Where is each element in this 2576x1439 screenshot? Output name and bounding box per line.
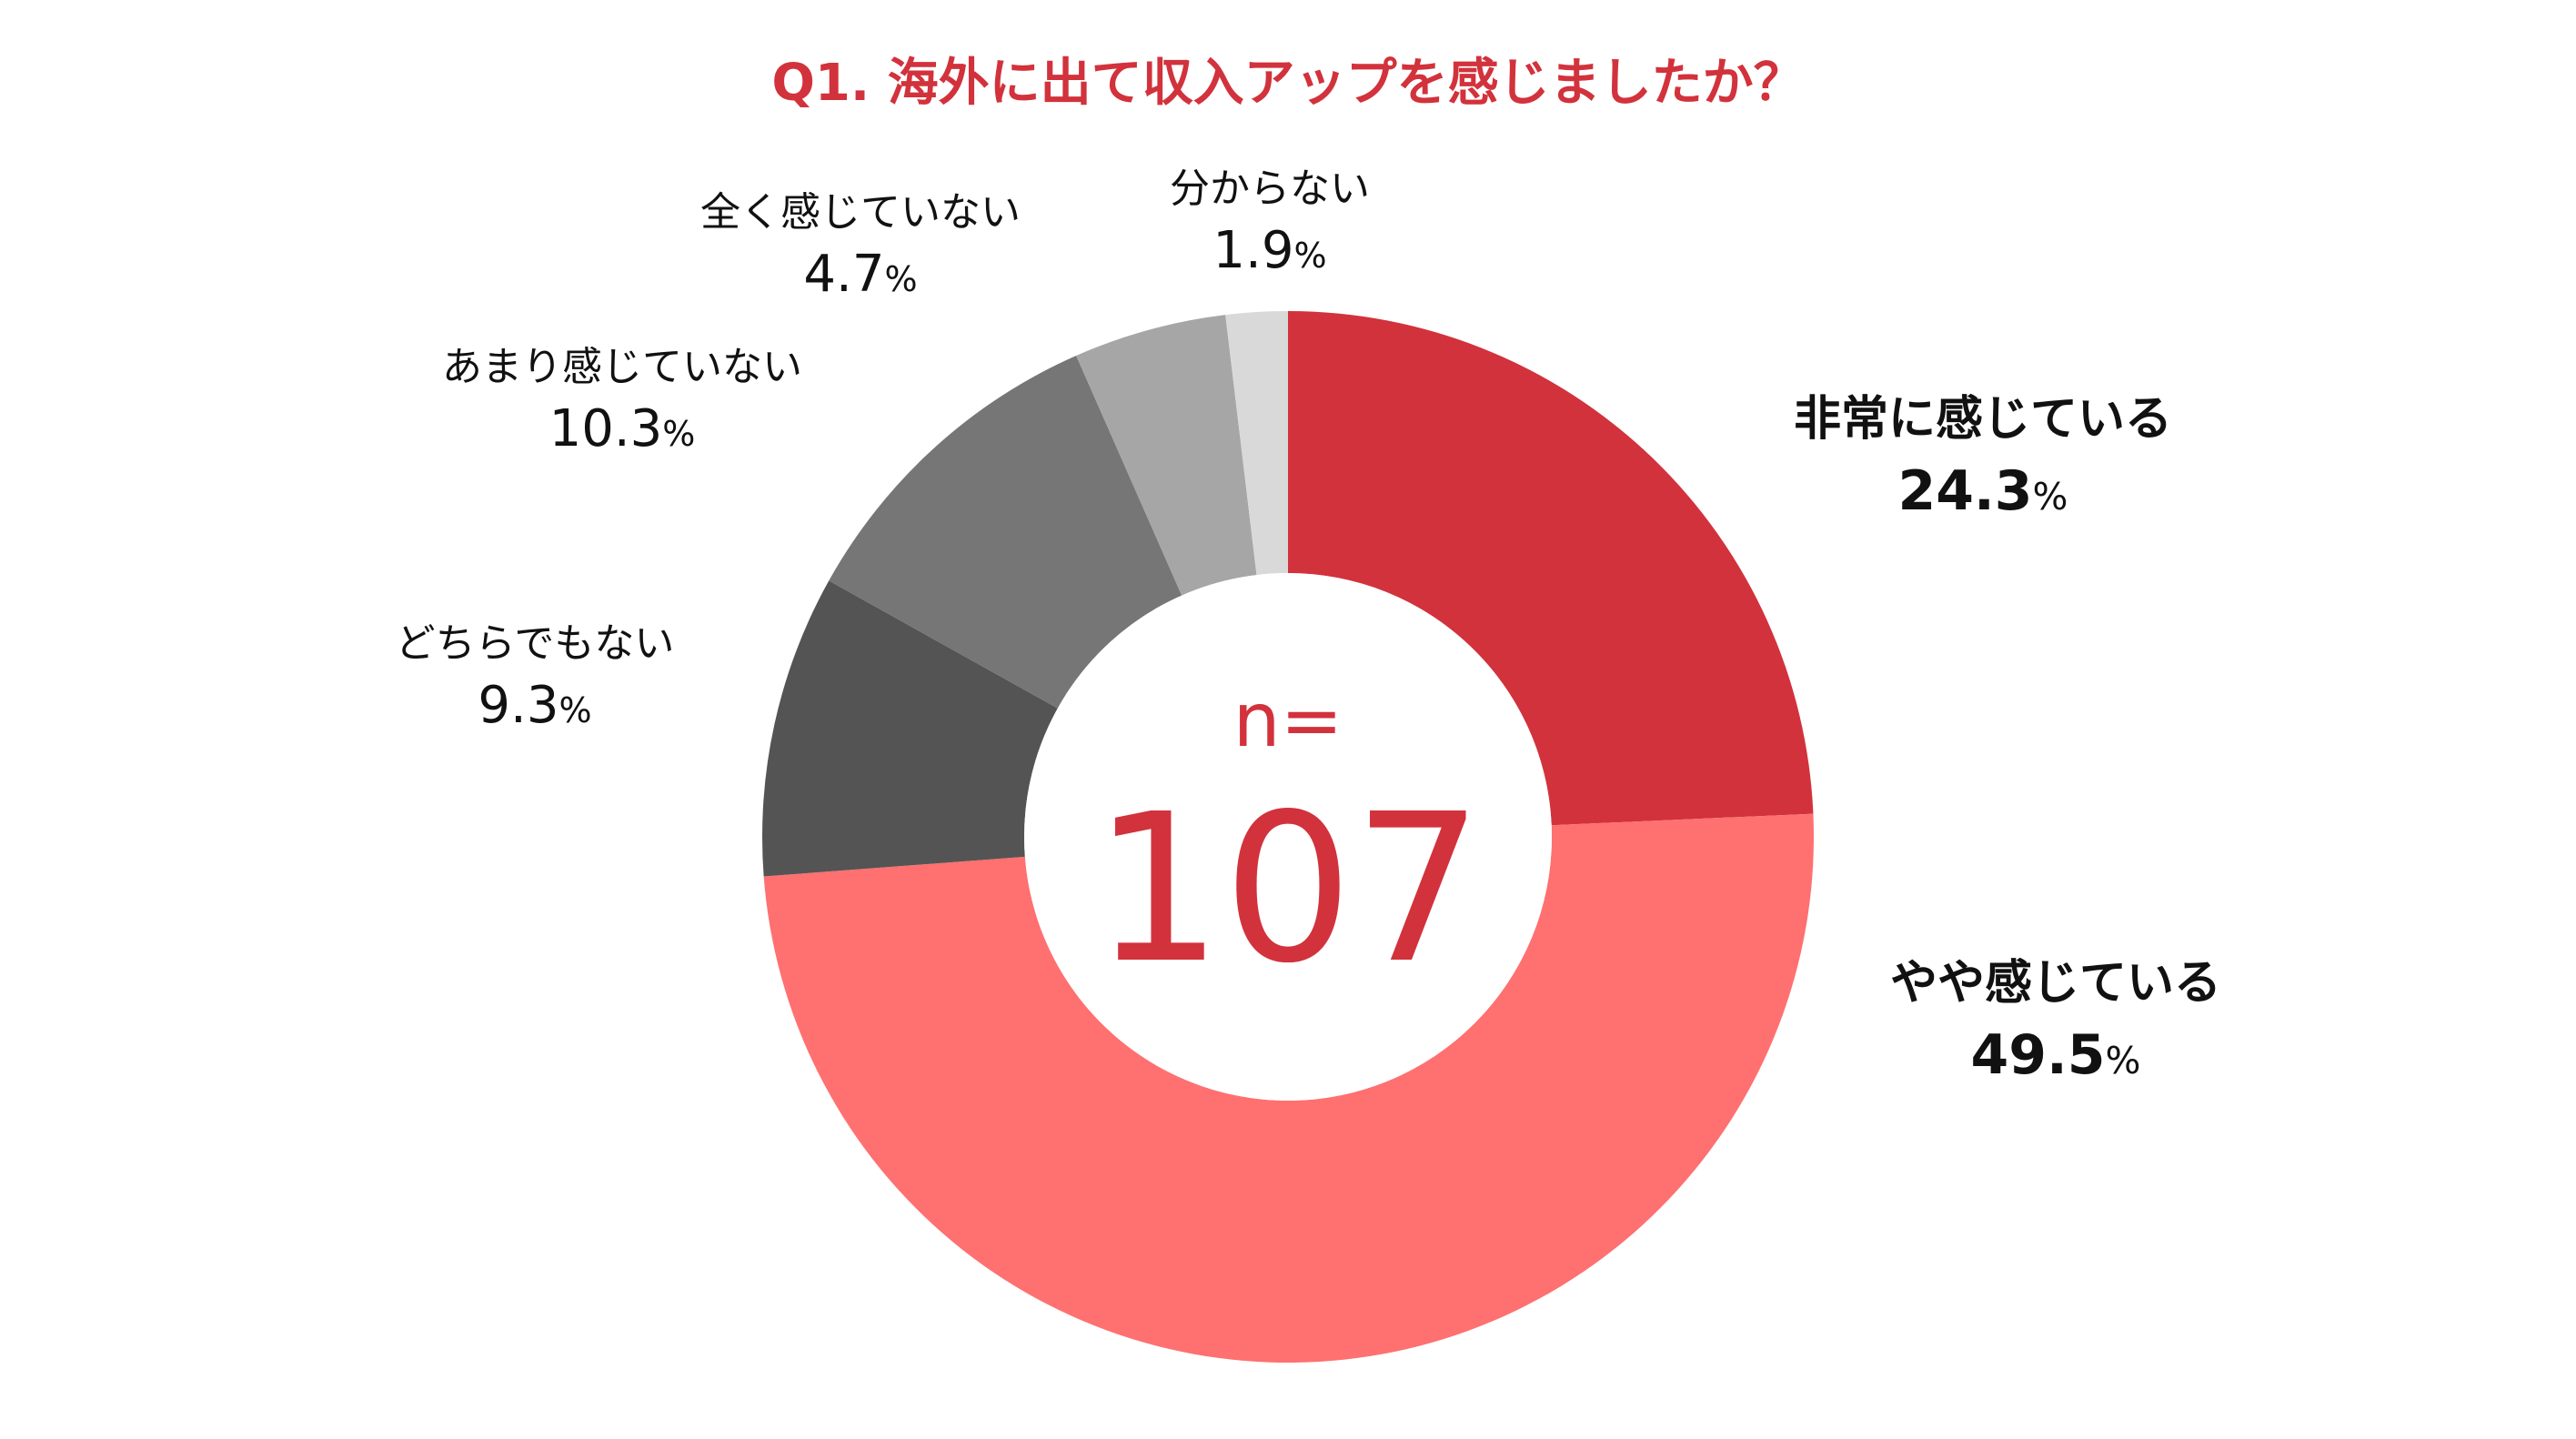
slice-somewhat (763, 813, 1815, 1364)
label-name-unknown: 分からない (1170, 166, 1370, 212)
donut-hole (1024, 573, 1552, 1101)
center-n-value: 107 (1092, 770, 1483, 1009)
donut-slices (762, 311, 1815, 1364)
center-n-label: n= (1233, 678, 1343, 764)
label-value-somewhat: 49.5% (1970, 1023, 2140, 1087)
label-name-neutral: どちらでもない (396, 620, 675, 667)
slice-not-at-all (1076, 315, 1257, 596)
label-value-unknown: 1.9% (1213, 221, 1326, 280)
slice-not-much (829, 355, 1182, 709)
label-value-not-at-all: 4.7% (803, 245, 917, 304)
label-value-not-much: 10.3% (549, 399, 696, 458)
label-name-not-at-all: 全く感じていない (700, 189, 1021, 236)
slice-unknown (1225, 311, 1288, 576)
slice-labels: 非常に感じている 24.3% やや感じている 49.5% どちらでもない 9.3% あまり感… (396, 166, 2221, 1087)
slice-very (1288, 311, 1814, 826)
label-name-somewhat: やや感じている (1890, 956, 2221, 1011)
slice-neutral (762, 580, 1058, 877)
label-value-very: 24.3% (1897, 459, 2068, 523)
chart-title: Q1. 海外に出て収入アップを感じましたか？ (771, 54, 1804, 113)
label-name-very: 非常に感じている (1794, 392, 2172, 447)
label-value-neutral: 9.3% (478, 676, 591, 735)
label-name-not-much: あまり感じていない (442, 344, 802, 390)
